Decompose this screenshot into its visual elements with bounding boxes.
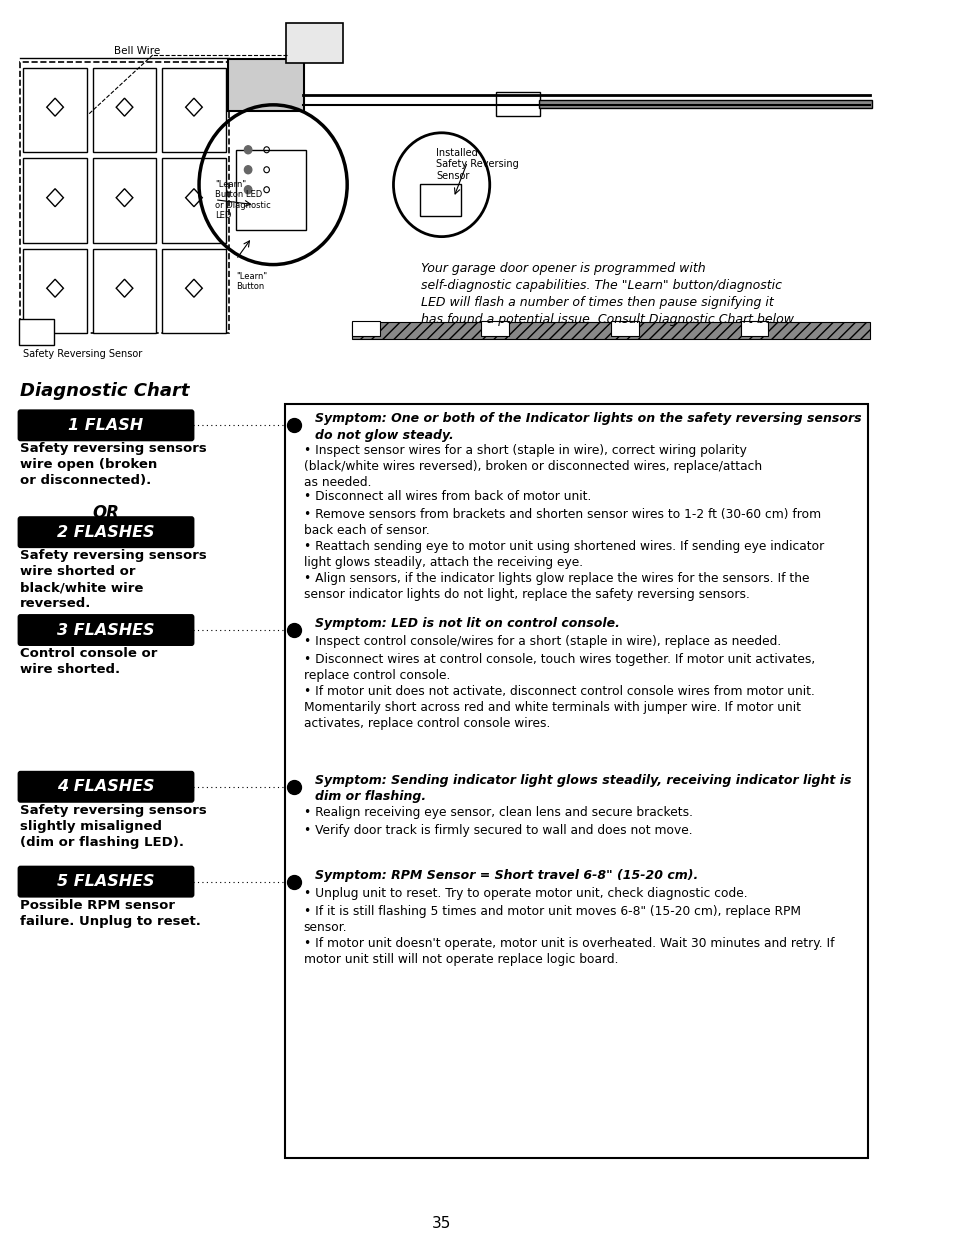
FancyBboxPatch shape xyxy=(481,321,509,336)
Text: "Learn"
Button LED
or Diagnostic
LED: "Learn" Button LED or Diagnostic LED xyxy=(214,180,271,220)
Text: • Reattach sending eye to motor unit using shortened wires. If sending eye indic: • Reattach sending eye to motor unit usi… xyxy=(303,540,823,569)
Text: • Remove sensors from brackets and shorten sensor wires to 1-2 ft (30-60 cm) fro: • Remove sensors from brackets and short… xyxy=(303,509,820,537)
FancyBboxPatch shape xyxy=(23,249,87,333)
FancyBboxPatch shape xyxy=(162,158,226,243)
FancyBboxPatch shape xyxy=(740,321,767,336)
Text: "Learn"
Button: "Learn" Button xyxy=(235,272,267,291)
Text: • Inspect sensor wires for a short (staple in wire), correct wiring polarity
(bl: • Inspect sensor wires for a short (stap… xyxy=(303,445,761,489)
Text: 3 FLASHES: 3 FLASHES xyxy=(57,622,154,637)
FancyBboxPatch shape xyxy=(92,68,156,152)
Text: Safety reversing sensors
wire open (broken
or disconnected).: Safety reversing sensors wire open (brok… xyxy=(20,442,207,488)
Text: Bell Wire: Bell Wire xyxy=(113,46,160,56)
Text: • Align sensors, if the indicator lights glow replace the wires for the sensors.: • Align sensors, if the indicator lights… xyxy=(303,572,808,601)
FancyBboxPatch shape xyxy=(17,409,194,441)
Text: • If it is still flashing 5 times and motor unit moves 6-8" (15-20 cm), replace : • If it is still flashing 5 times and mo… xyxy=(303,904,800,934)
Text: Possible RPM sensor
failure. Unplug to reset.: Possible RPM sensor failure. Unplug to r… xyxy=(20,899,201,927)
FancyBboxPatch shape xyxy=(235,149,305,230)
FancyBboxPatch shape xyxy=(352,321,869,340)
Text: OR: OR xyxy=(92,504,119,522)
FancyBboxPatch shape xyxy=(228,59,303,111)
FancyBboxPatch shape xyxy=(496,91,539,116)
Text: Safety reversing sensors
slightly misaligned
(dim or flashing LED).: Safety reversing sensors slightly misali… xyxy=(20,804,207,848)
Text: 35: 35 xyxy=(432,1216,451,1231)
FancyBboxPatch shape xyxy=(17,866,194,898)
FancyBboxPatch shape xyxy=(17,771,194,803)
FancyBboxPatch shape xyxy=(17,516,194,548)
Text: • Verify door track is firmly secured to wall and does not move.: • Verify door track is firmly secured to… xyxy=(303,824,692,837)
FancyBboxPatch shape xyxy=(23,158,87,243)
Text: Symptom: LED is not lit on control console.: Symptom: LED is not lit on control conso… xyxy=(314,618,619,630)
Text: Symptom: RPM Sensor = Short travel 6-8" (15-20 cm).: Symptom: RPM Sensor = Short travel 6-8" … xyxy=(314,868,698,882)
FancyBboxPatch shape xyxy=(352,321,379,336)
Text: Safety Reversing Sensor: Safety Reversing Sensor xyxy=(23,350,142,359)
FancyBboxPatch shape xyxy=(92,158,156,243)
Text: • Disconnect wires at control console, touch wires together. If motor unit activ: • Disconnect wires at control console, t… xyxy=(303,653,814,682)
Text: Your garage door opener is programmed with
self-diagnostic capabilities. The "Le: Your garage door opener is programmed wi… xyxy=(421,262,797,326)
FancyBboxPatch shape xyxy=(538,100,871,107)
FancyBboxPatch shape xyxy=(92,249,156,333)
Text: • Unplug unit to reset. Try to operate motor unit, check diagnostic code.: • Unplug unit to reset. Try to operate m… xyxy=(303,887,746,899)
Circle shape xyxy=(244,146,252,154)
Text: Installed
Safety Reversing
Sensor: Installed Safety Reversing Sensor xyxy=(436,148,518,182)
Text: • If motor unit doesn't operate, motor unit is overheated. Wait 30 minutes and r: • If motor unit doesn't operate, motor u… xyxy=(303,936,833,966)
Text: • If motor unit does not activate, disconnect control console wires from motor u: • If motor unit does not activate, disco… xyxy=(303,685,814,730)
Text: Control console or
wire shorted.: Control console or wire shorted. xyxy=(20,647,157,676)
Text: Symptom: Sending indicator light glows steadily, receiving indicator light is
di: Symptom: Sending indicator light glows s… xyxy=(314,774,850,803)
FancyBboxPatch shape xyxy=(17,614,194,646)
Circle shape xyxy=(244,165,252,174)
Text: 1 FLASH: 1 FLASH xyxy=(69,417,143,432)
Text: Symptom: One or both of the Indicator lights on the safety reversing sensors
do : Symptom: One or both of the Indicator li… xyxy=(314,412,861,442)
Text: • Inspect control console/wires for a short (staple in wire), replace as needed.: • Inspect control console/wires for a sh… xyxy=(303,635,781,648)
Circle shape xyxy=(244,185,252,194)
Text: 2 FLASHES: 2 FLASHES xyxy=(57,525,154,540)
Text: Diagnostic Chart: Diagnostic Chart xyxy=(20,383,190,400)
FancyBboxPatch shape xyxy=(286,23,343,63)
Text: Safety reversing sensors
wire shorted or
black/white wire
reversed.: Safety reversing sensors wire shorted or… xyxy=(20,550,207,610)
FancyBboxPatch shape xyxy=(162,68,226,152)
Text: • Disconnect all wires from back of motor unit.: • Disconnect all wires from back of moto… xyxy=(303,490,591,503)
FancyBboxPatch shape xyxy=(20,62,229,333)
FancyBboxPatch shape xyxy=(285,404,867,1158)
Text: 5 FLASHES: 5 FLASHES xyxy=(57,874,154,889)
FancyBboxPatch shape xyxy=(19,319,53,346)
FancyBboxPatch shape xyxy=(23,68,87,152)
FancyBboxPatch shape xyxy=(162,249,226,333)
FancyBboxPatch shape xyxy=(420,184,460,216)
Text: 4 FLASHES: 4 FLASHES xyxy=(57,779,154,794)
Text: • Realign receiving eye sensor, clean lens and secure brackets.: • Realign receiving eye sensor, clean le… xyxy=(303,805,692,819)
FancyBboxPatch shape xyxy=(610,321,639,336)
